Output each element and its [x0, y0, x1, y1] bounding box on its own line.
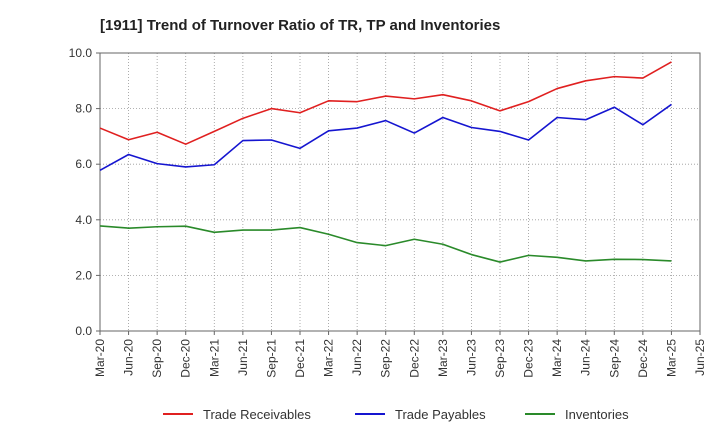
series-line-0	[99, 61, 672, 145]
series-line-2	[99, 225, 672, 263]
legend-label-1: Trade Payables	[395, 407, 486, 422]
y-tick-label: 2.0	[75, 268, 92, 282]
legend-label-2: Inventories	[565, 407, 629, 422]
x-tick-label: Jun-20	[122, 339, 136, 376]
x-tick-label: Jun-22	[350, 339, 364, 376]
legend: Trade Receivables Trade Payables Inventori…	[163, 407, 629, 422]
y-tick-label: 8.0	[75, 102, 92, 116]
grid	[100, 53, 700, 331]
x-tick-label: Dec-21	[293, 339, 307, 378]
x-tick-label: Mar-23	[436, 339, 450, 377]
y-tick-label: 10.0	[69, 46, 93, 60]
x-tick-label: Mar-22	[322, 339, 336, 377]
x-tick-label: Jun-25	[693, 339, 707, 376]
x-tick-label: Dec-24	[636, 339, 650, 378]
x-tick-label: Mar-25	[664, 339, 678, 377]
x-tick-label: Sep-23	[493, 339, 507, 378]
y-tick-label: 0.0	[75, 324, 92, 338]
x-tick-label: Dec-22	[407, 339, 421, 378]
x-tick-label: Mar-21	[207, 339, 221, 377]
y-tick-label: 4.0	[75, 213, 92, 227]
x-tick-label: Sep-24	[607, 339, 621, 378]
x-tick-label: Sep-21	[264, 339, 278, 378]
x-tick-label: Jun-21	[236, 339, 250, 376]
x-tick-label: Dec-23	[522, 339, 536, 378]
x-tick-label: Sep-22	[379, 339, 393, 378]
legend-label-0: Trade Receivables	[203, 407, 311, 422]
series-lines	[99, 61, 672, 263]
x-axis: Mar-20 Jun-20 Sep-20 Dec-20 Mar-21 Jun-21 Sep-…	[93, 331, 707, 378]
y-axis: 0.0 2.0 4.0 6.0 8.0 10.0	[69, 46, 100, 338]
series-line-1	[99, 103, 672, 172]
x-tick-label: Jun-23	[464, 339, 478, 376]
x-tick-label: Dec-20	[179, 339, 193, 378]
x-tick-label: Jun-24	[579, 339, 593, 376]
x-tick-label: Sep-20	[150, 339, 164, 378]
chart-title: [1911] Trend of Turnover Ratio of TR, TP…	[100, 17, 500, 34]
x-tick-label: Mar-20	[93, 339, 107, 377]
y-tick-label: 6.0	[75, 157, 92, 171]
plot-frame	[99, 52, 701, 332]
x-tick-label: Mar-24	[550, 339, 564, 377]
